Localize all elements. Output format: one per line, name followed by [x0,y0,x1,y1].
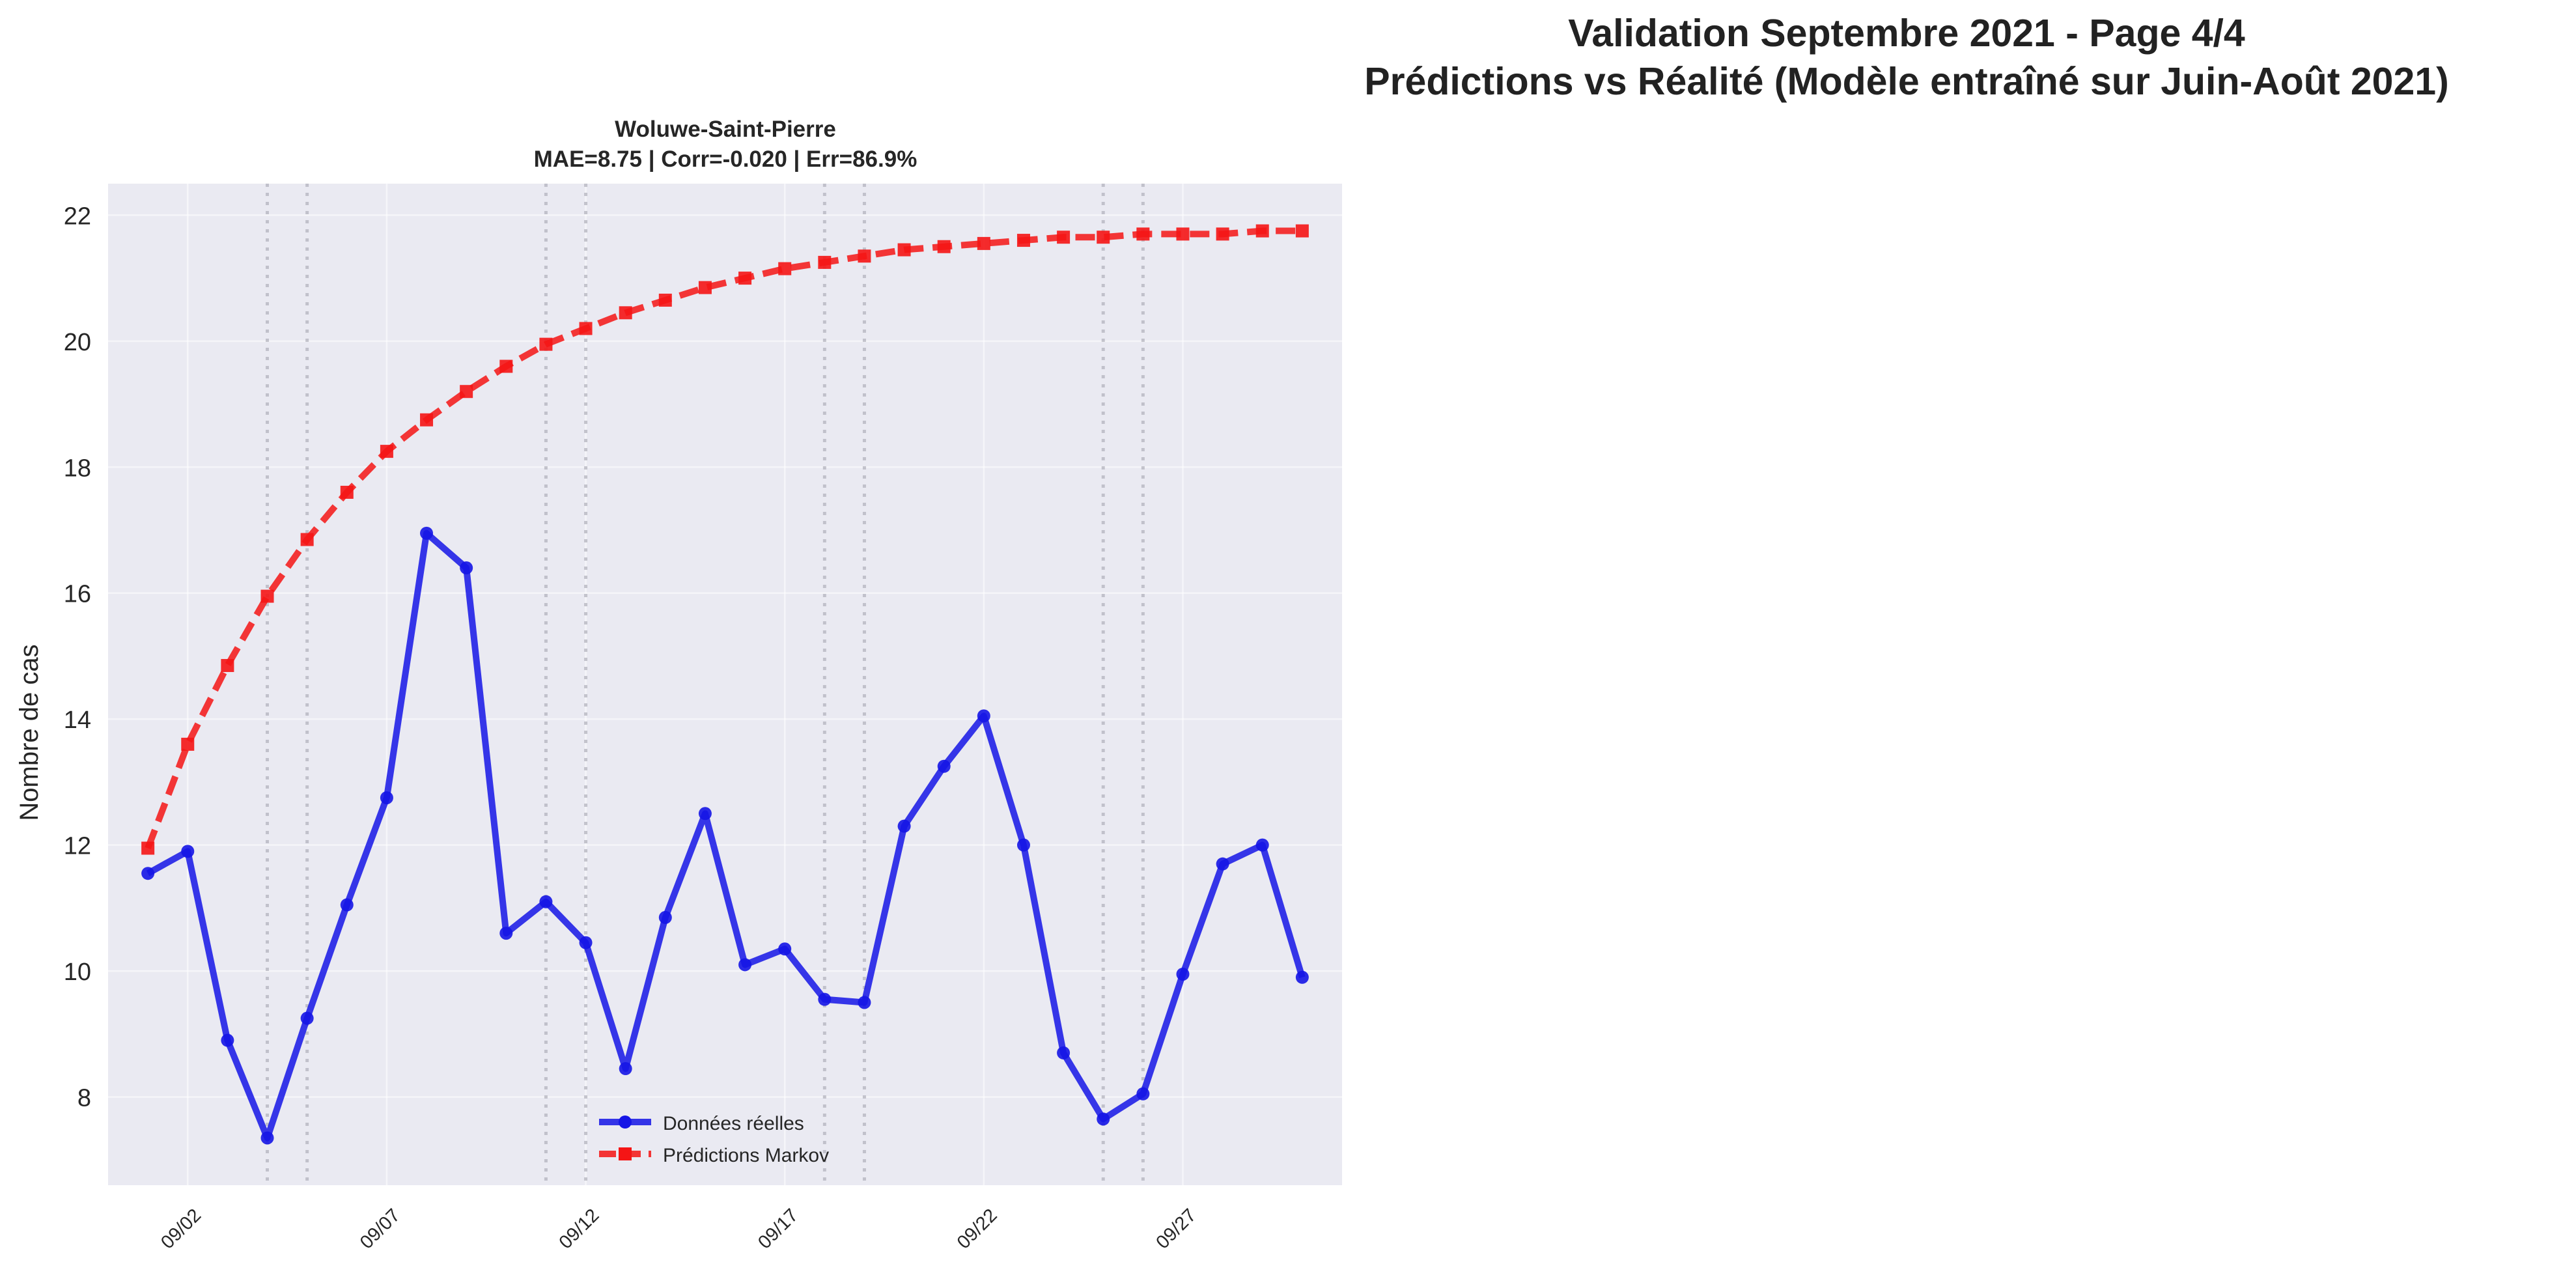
data-point [858,996,871,1009]
data-point [1057,1046,1071,1059]
data-point [181,845,195,858]
figure-suptitle: Validation Septembre 2021 - Page 4/4 Pré… [1237,9,2576,105]
data-point [1176,227,1190,241]
plot-area [108,184,1342,1185]
data-point [340,898,354,912]
data-point [1136,1087,1150,1101]
data-point [579,936,593,949]
data-point [1136,227,1150,241]
x-tick-label: 09/22 [953,1205,1001,1253]
data-point [260,589,274,603]
legend-marker-pred [619,1147,632,1160]
data-point [141,841,155,855]
data-point [1176,967,1190,981]
y-tick-label: 18 [64,455,91,482]
data-point [260,1131,274,1145]
data-point [1255,838,1269,852]
data-point [499,927,513,940]
data-point [300,533,314,546]
suptitle-line-1: Validation Septembre 2021 - Page 4/4 [1568,12,2245,55]
y-tick-label: 8 [77,1085,91,1112]
y-tick-label: 10 [64,959,91,986]
grid [108,184,1342,1185]
suptitle-line-2: Prédictions vs Réalité (Modèle entraîné … [1364,60,2449,103]
data-point [1057,231,1071,244]
data-point [619,306,632,320]
data-point [499,359,513,373]
data-point [340,485,354,499]
data-point [937,240,951,253]
series-line-0 [146,529,1306,1142]
legend-marker-real [619,1116,632,1129]
data-point [460,561,473,575]
y-tick-label: 22 [64,203,91,230]
data-point [698,281,712,294]
data-point [380,791,393,805]
data-point [300,1011,314,1025]
data-point [738,272,752,285]
series-layer [141,224,1309,1145]
x-tick-label: 09/12 [555,1205,604,1253]
data-point [539,895,553,908]
data-point [738,958,752,972]
data-point [181,737,195,751]
data-point [897,819,911,833]
data-point [818,992,832,1006]
data-point [658,910,672,924]
series-line-1 [145,227,1302,850]
y-tick-label: 12 [64,833,91,860]
data-point [1097,1112,1110,1126]
data-point [420,526,434,540]
data-point [1295,224,1309,238]
x-tick-label: 09/07 [356,1205,404,1253]
data-point [420,413,434,427]
data-point [221,1033,234,1047]
data-point [977,236,990,250]
data-point [698,807,712,821]
data-point [658,293,672,307]
data-point [460,385,473,399]
y-axis-ticks: 8 10 12 14 16 18 20 22 [64,203,91,1112]
data-point [539,337,553,351]
legend: Données réelles Prédictions Markov [599,1113,829,1166]
data-point [1016,838,1030,852]
data-point [380,445,393,458]
data-point [1255,224,1269,238]
x-tick-label: 09/17 [754,1205,802,1253]
data-point [1295,970,1309,984]
data-point [1016,234,1030,247]
data-point [1216,227,1229,241]
data-point [778,262,792,275]
data-point [818,255,832,269]
data-point [897,243,911,257]
legend-label-pred: Prédictions Markov [663,1145,829,1166]
data-point [141,867,155,880]
data-point [579,322,593,335]
y-tick-label: 14 [64,707,91,734]
chart-subtitle: MAE=8.75 | Corr=-0.020 | Err=86.9% [534,147,917,172]
data-point [937,759,951,773]
data-point [858,249,871,263]
y-axis-label: Nombre de cas [15,644,44,821]
data-point [221,658,234,672]
data-point [778,942,792,956]
chart-title: Woluwe-Saint-Pierre [615,117,836,142]
data-point [977,709,990,723]
legend-label-real: Données réelles [663,1113,804,1134]
x-tick-label: 09/02 [157,1205,205,1253]
y-tick-label: 20 [64,329,91,356]
x-axis-ticks: 09/02 09/07 09/12 09/17 09/22 09/27 [157,1205,1200,1253]
data-point [619,1062,632,1076]
data-point [1097,231,1110,244]
y-tick-label: 16 [64,581,91,608]
data-point [1216,857,1229,871]
x-tick-label: 09/27 [1152,1205,1200,1253]
